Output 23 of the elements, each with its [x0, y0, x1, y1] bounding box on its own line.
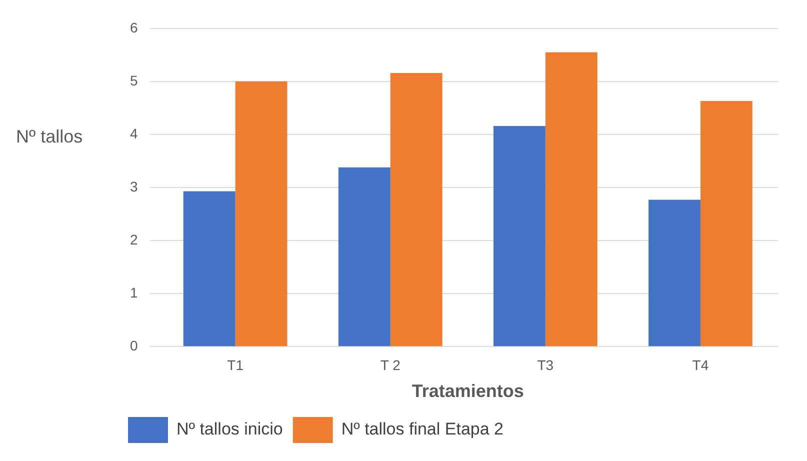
- y-tick-label: 2: [130, 231, 138, 248]
- x-axis-title: Tratamientos: [412, 381, 524, 402]
- y-tick-label: 5: [130, 72, 138, 88]
- bar: [338, 167, 390, 346]
- bar: [700, 101, 752, 346]
- bar: [390, 72, 442, 346]
- legend-label: Nº tallos final Etapa 2: [341, 420, 504, 439]
- legend-label: Nº tallos inicio: [176, 420, 283, 439]
- bar: [235, 81, 288, 346]
- x-tick-label: T 2: [380, 356, 401, 373]
- x-tick-label: T3: [537, 356, 554, 373]
- x-tick-label: T1: [227, 356, 244, 373]
- bar: [493, 126, 546, 346]
- y-tick-label: 6: [130, 19, 138, 36]
- y-tick-label: 0: [130, 337, 138, 354]
- y-tick-label: 4: [130, 125, 138, 142]
- bar: [545, 52, 598, 346]
- y-tick-label: 1: [130, 284, 138, 300]
- bar: [183, 191, 236, 346]
- y-tick-label: 3: [130, 178, 138, 194]
- x-tick-label: T4: [692, 356, 709, 373]
- bar: [648, 200, 700, 346]
- y-axis-title: Nº tallos: [16, 126, 83, 146]
